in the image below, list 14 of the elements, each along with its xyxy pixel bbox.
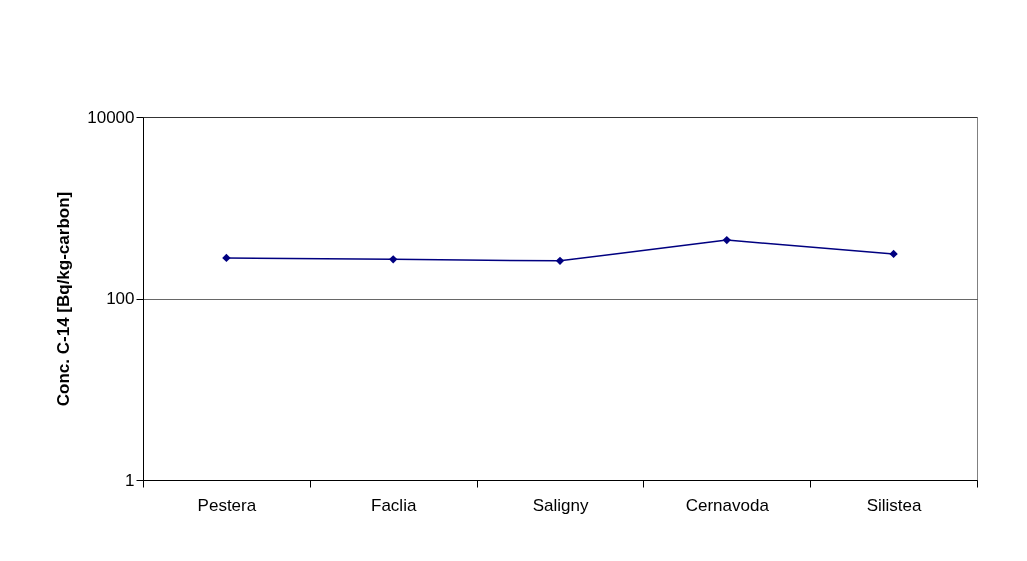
x-tick-label: Silistea (866, 495, 923, 515)
point (722, 235, 731, 245)
x-tick-label: Faclia (371, 495, 417, 515)
y-tick-label: 100 (106, 289, 135, 308)
x-tick-label: Pestera (197, 495, 257, 515)
point (389, 255, 398, 264)
point (222, 253, 231, 263)
y-tick-label: 1 (125, 470, 135, 490)
point (889, 249, 898, 259)
y-axis-title: Conc. C-14 [Bq/kg-carbon] (54, 191, 74, 407)
y-tick-label: 10000 (87, 107, 135, 127)
x-tick-label: Saligny (532, 495, 589, 515)
x-tick-label: Cernavoda (685, 495, 770, 515)
point (555, 256, 565, 266)
